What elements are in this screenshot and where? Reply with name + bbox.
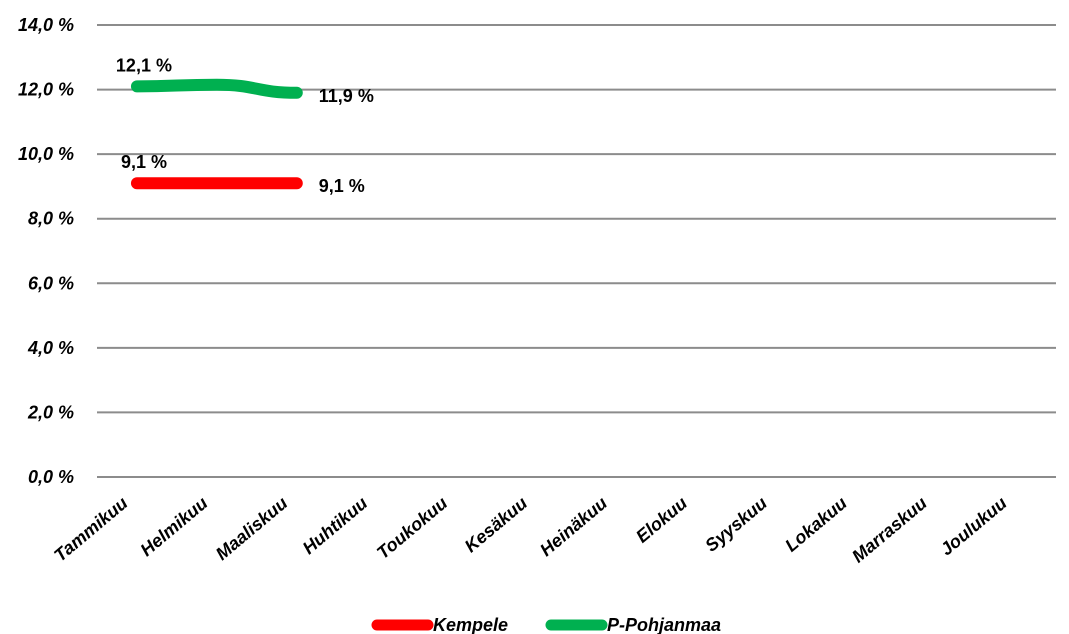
y-tick-label: 10,0 % — [18, 144, 74, 164]
y-tick-label: 0,0 % — [28, 467, 74, 487]
y-tick-label: 6,0 % — [28, 273, 74, 293]
x-tick-label: Toukokuu — [373, 493, 451, 563]
y-tick-label: 2,0 % — [27, 402, 74, 422]
x-tick-label: Maaliskuu — [212, 493, 292, 564]
data-label: 9,1 % — [319, 176, 365, 196]
gridlines — [97, 24, 1056, 478]
y-tick-label: 14,0 % — [18, 15, 74, 35]
x-tick-label: Helmikuu — [137, 493, 212, 560]
x-tick-label: Kesäkuu — [461, 493, 531, 557]
x-tick-label: Huhtikuu — [299, 493, 372, 558]
y-tick-label: 8,0 % — [28, 209, 74, 229]
x-tick-label: Lokakuu — [781, 493, 851, 556]
legend: Kempele P-Pohjanmaa — [371, 615, 721, 634]
x-tick-label: Elokuu — [632, 493, 691, 547]
series-line-p-pohjanmaa — [130, 78, 303, 99]
series-lines — [130, 78, 303, 190]
legend-label: P-Pohjanmaa — [607, 615, 721, 634]
data-label: 9,1 % — [121, 152, 167, 172]
data-label: 11,9 % — [319, 86, 374, 106]
x-tick-label: Heinäkuu — [536, 493, 611, 560]
data-label: 12,1 % — [116, 55, 172, 75]
x-tick-label: Joulukuu — [936, 493, 1010, 560]
y-axis-ticks: 0,0 % 2,0 % 4,0 % 6,0 % 8,0 % 10,0 % 12,0 % 14,… — [18, 15, 74, 487]
x-tick-label: Syyskuu — [701, 493, 771, 556]
y-tick-label: 12,0 % — [18, 80, 74, 100]
y-tick-label: 4,0 % — [27, 338, 74, 358]
x-tick-label: Tammikuu — [50, 493, 131, 566]
legend-label: Kempele — [433, 615, 508, 634]
x-tick-label: Marraskuu — [848, 493, 931, 567]
x-axis-ticks: Tammikuu Helmikuu Maaliskuu Huhtikuu Toukoku… — [50, 493, 1010, 567]
data-labels: 9,1 % 9,1 % 12,1 % 11,9 % — [116, 55, 374, 196]
